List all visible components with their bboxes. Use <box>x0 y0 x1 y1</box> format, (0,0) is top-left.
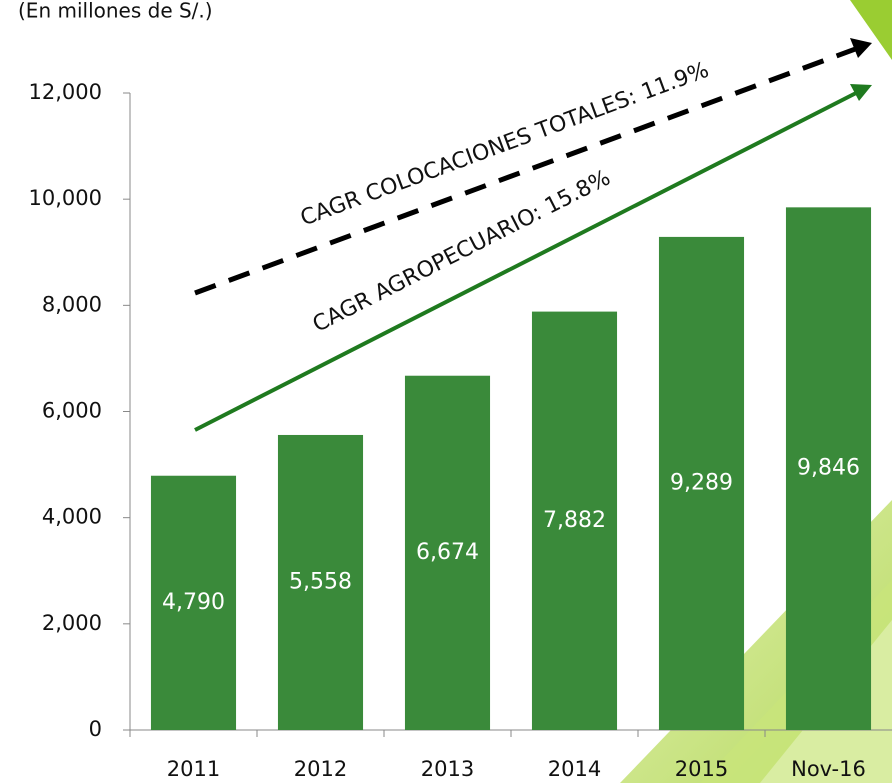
y-tick-label: 0 <box>89 717 102 741</box>
bar <box>277 434 364 730</box>
data-label: 9,846 <box>797 456 860 481</box>
decoration <box>850 0 892 60</box>
x-tick-label: Nov-16 <box>791 757 866 781</box>
bar <box>150 475 237 730</box>
bar <box>658 236 745 730</box>
y-tick-label: 4,000 <box>42 505 102 529</box>
arrow-head <box>850 38 872 58</box>
x-tick-label: 2011 <box>167 757 220 781</box>
y-tick-label: 8,000 <box>42 292 102 316</box>
bar <box>531 311 618 730</box>
y-tick-label: 12,000 <box>29 80 102 104</box>
data-label: 7,882 <box>543 508 606 533</box>
data-label: 5,558 <box>289 569 352 594</box>
bar <box>404 375 491 730</box>
arrow-head <box>850 84 872 101</box>
y-tick-label: 2,000 <box>42 611 102 635</box>
data-label: 4,790 <box>162 590 225 615</box>
data-label: 6,674 <box>416 540 479 565</box>
x-tick-label: 2015 <box>675 757 728 781</box>
annotation: CAGR COLOCACIONES TOTALES: 11.9% <box>297 58 712 232</box>
trend-line <box>194 89 861 432</box>
trend-line <box>194 45 859 296</box>
data-label: 9,289 <box>670 470 733 495</box>
chart-subtitle: (En millones de S/.) <box>18 0 213 23</box>
y-tick-label: 10,000 <box>29 186 102 210</box>
x-tick-label: 2012 <box>294 757 347 781</box>
y-tick-label: 6,000 <box>42 399 102 423</box>
x-tick-label: 2014 <box>548 757 601 781</box>
x-tick-label: 2013 <box>421 757 474 781</box>
bar <box>785 207 872 731</box>
